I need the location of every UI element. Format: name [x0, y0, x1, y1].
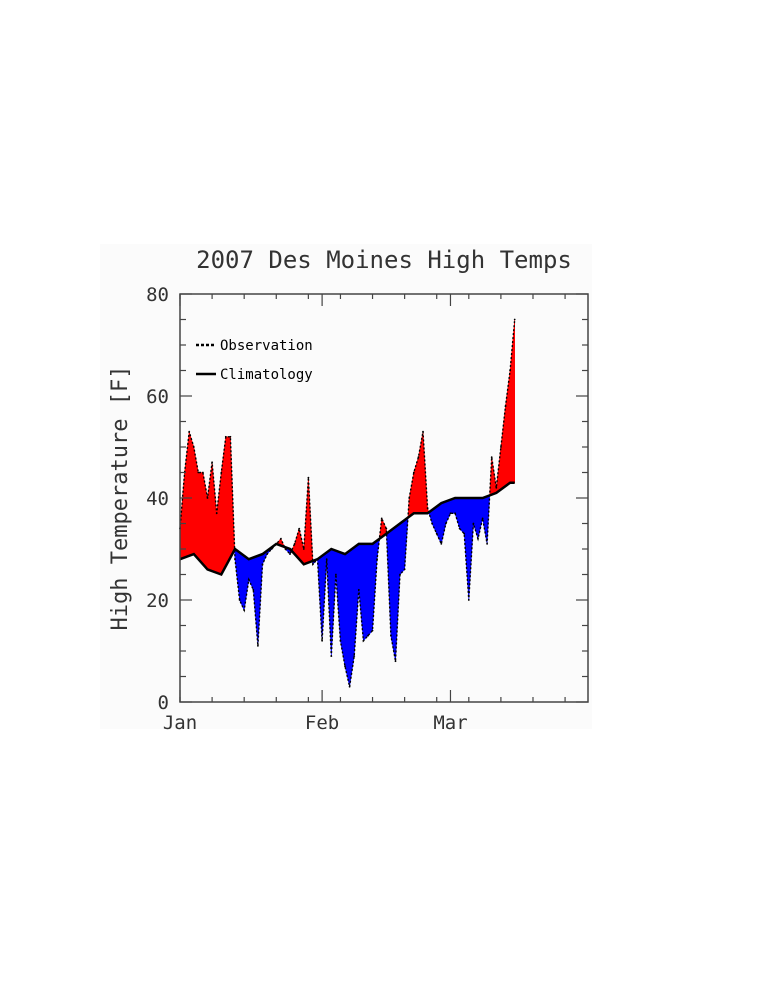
anomaly-fill-2007-02-18-0	[400, 520, 405, 574]
observation-point-2007-03-02	[454, 512, 456, 514]
observation-point-2007-01-24	[285, 548, 287, 550]
observation-point-2007-01-15	[243, 609, 245, 611]
observation-point-2007-02-27	[440, 543, 442, 545]
observation-point-2007-02-17	[395, 660, 397, 662]
observation-point-2007-02-15	[385, 528, 387, 530]
observation-point-2007-02-06	[344, 665, 346, 667]
observation-point-2007-01-27	[298, 528, 300, 530]
observation-point-2007-03-08	[482, 518, 484, 520]
observation-point-2007-02-19	[404, 569, 406, 571]
legend-climatology-label: Climatology	[220, 367, 313, 383]
anomaly-fill-2007-01-11-0	[226, 437, 231, 566]
observation-point-2007-01-13	[234, 558, 236, 560]
observation-point-2007-02-14	[381, 518, 383, 520]
observation-point-2007-02-11	[367, 635, 369, 637]
y-tick-label-40: 40	[146, 488, 169, 510]
observation-point-2007-01-22	[275, 543, 277, 545]
observation-point-2007-02-23	[422, 431, 424, 433]
x-tick-label-Feb: Feb	[305, 712, 339, 734]
x-tick-label-Mar: Mar	[433, 712, 467, 734]
observation-point-2007-01-18	[257, 645, 259, 647]
observation-point-2007-03-04	[463, 533, 465, 535]
observation-point-2007-01-09	[216, 512, 218, 514]
observation-point-2007-01-25	[289, 553, 291, 555]
observation-point-2007-01-10	[220, 472, 222, 474]
observation-point-2007-03-01	[450, 512, 452, 514]
y-tick-label-80: 80	[146, 284, 169, 306]
observation-point-2007-02-13	[376, 558, 378, 560]
observation-point-2007-02-04	[335, 574, 337, 576]
observation-point-2007-01-17	[252, 589, 254, 591]
observation-point-2007-02-09	[358, 589, 360, 591]
observation-point-2007-01-07	[207, 497, 209, 499]
observation-point-2007-02-21	[413, 472, 415, 474]
observation-point-2007-03-14	[509, 370, 511, 372]
observation-point-2007-01-19	[262, 563, 264, 565]
observation-point-2007-03-15	[514, 319, 516, 321]
chart-title: 2007 Des Moines High Temps	[196, 246, 572, 274]
observation-point-2007-02-01	[321, 640, 323, 642]
observation-point-2007-01-08	[211, 461, 213, 463]
observation-point-2007-03-06	[473, 523, 475, 525]
observation-point-2007-01-11	[225, 436, 227, 438]
anomaly-fill-2007-01-03-0	[189, 432, 194, 556]
observation-point-2007-01-21	[271, 548, 273, 550]
observation-point-2007-02-28	[445, 523, 447, 525]
observation-point-2007-02-12	[372, 630, 374, 632]
observation-point-2007-03-09	[486, 543, 488, 545]
observation-point-2007-01-05	[197, 472, 199, 474]
observation-point-2007-01-20	[266, 553, 268, 555]
observation-point-2007-01-30	[312, 563, 314, 565]
observation-point-2007-03-07	[477, 538, 479, 540]
observation-point-2007-02-18	[399, 574, 401, 576]
observation-point-2007-01-31	[317, 558, 319, 560]
anomaly-fill-2007-02-11-0	[368, 544, 373, 636]
observation-point-2007-02-07	[349, 686, 351, 688]
x-tick-label-Jan: Jan	[163, 712, 197, 734]
observation-point-2007-03-13	[505, 405, 507, 407]
observation-point-2007-02-16	[390, 635, 392, 637]
observation-point-2007-02-26	[436, 533, 438, 535]
observation-point-2007-01-06	[202, 472, 204, 474]
observation-point-2007-03-05	[468, 599, 470, 601]
observation-point-2007-01-16	[248, 579, 250, 581]
anomaly-fill-2007-01-05-0	[198, 473, 203, 565]
observation-point-2007-03-12	[500, 446, 502, 448]
observation-point-2007-02-02	[326, 558, 328, 560]
observation-point-2007-02-03	[330, 655, 332, 657]
observation-point-2007-01-12	[230, 436, 232, 438]
observation-point-2007-01-04	[193, 446, 195, 448]
observation-point-2007-02-10	[363, 640, 365, 642]
observation-point-2007-03-03	[459, 528, 461, 530]
anomaly-fill-2007-02-16-0	[391, 527, 396, 661]
observation-point-2007-01-28	[303, 548, 305, 550]
y-tick-label-60: 60	[146, 386, 169, 408]
observation-point-2007-01-23	[280, 538, 282, 540]
legend-observation-label: Observation	[220, 338, 313, 354]
observation-point-2007-03-11	[495, 487, 497, 489]
observation-point-2007-01-26	[294, 543, 296, 545]
observation-point-2007-01-29	[308, 477, 310, 479]
observation-point-2007-02-24	[427, 507, 429, 509]
observation-point-2007-02-05	[340, 640, 342, 642]
observation-point-2007-02-20	[408, 497, 410, 499]
observation-point-2007-02-25	[431, 523, 433, 525]
anomaly-fill-2007-02-10-0	[363, 544, 368, 641]
observation-point-2007-01-03	[188, 431, 190, 433]
observation-point-2007-03-10	[491, 456, 493, 458]
y-tick-label-0: 0	[158, 692, 169, 714]
observation-point-2007-02-08	[353, 655, 355, 657]
observation-point-2007-02-22	[418, 456, 420, 458]
y-axis-label: High Temperature [F]	[108, 366, 133, 631]
observation-point-2007-01-14	[239, 599, 241, 601]
anomaly-fill-2007-01-14-0	[240, 552, 245, 610]
y-tick-label-20: 20	[146, 590, 169, 612]
